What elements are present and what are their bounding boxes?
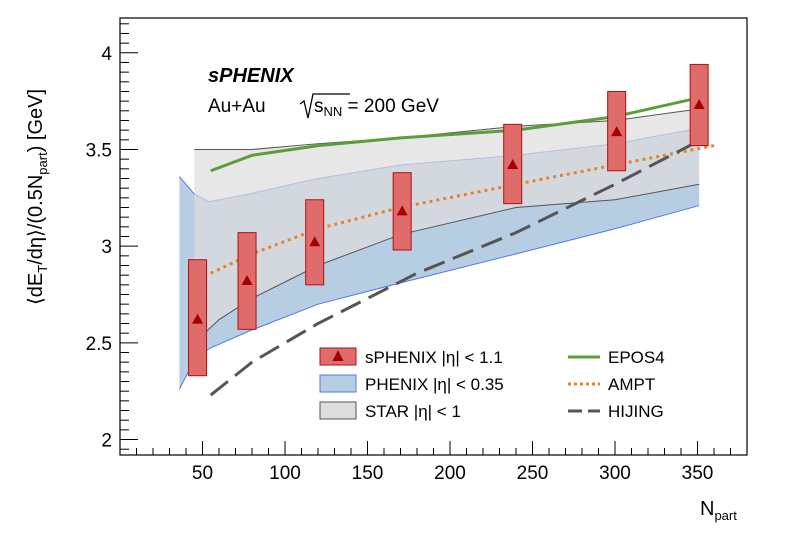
y-axis-title-part-0: ⟨dE bbox=[25, 273, 47, 305]
annotation-energy: sNN = 200 GeV bbox=[314, 96, 439, 119]
annotation-system: Au+Au sNN = 200 GeV bbox=[208, 93, 439, 119]
y-axis-title-part-2: /dη⟩/(0.5N bbox=[25, 175, 47, 265]
energy-sub: NN bbox=[324, 104, 343, 119]
legend-item-sphenix: sPHENIX |η| < 1.1 bbox=[319, 347, 503, 367]
x-axis-title-main: N bbox=[700, 498, 714, 520]
x-tick-label: 100 bbox=[269, 463, 301, 484]
legend-label-sphenix: sPHENIX |η| < 1.1 bbox=[365, 348, 503, 367]
sqrt-symbol bbox=[299, 93, 350, 119]
y-tick-label: 4 bbox=[101, 44, 112, 65]
legend-item-epos4: EPOS4 bbox=[568, 348, 665, 367]
x-tick-label: 350 bbox=[682, 463, 714, 484]
data-points-layer bbox=[188, 63, 709, 377]
sphenix-point-5 bbox=[611, 126, 623, 137]
x-axis-title-sub: part bbox=[714, 508, 737, 523]
x-tick-label: 50 bbox=[192, 463, 213, 484]
legend-label-ampt: AMPT bbox=[608, 375, 655, 394]
x-axis-title: Npart bbox=[700, 498, 737, 523]
legend-item-phenix: PHENIX |η| < 0.35 bbox=[319, 374, 504, 394]
legend-label-hijing: HIJING bbox=[608, 402, 664, 421]
legend-label-star: STAR |η| < 1 bbox=[365, 402, 461, 421]
y-axis-title-part-4: ) [GeV] bbox=[25, 89, 47, 152]
y-axis-title-part-1: T bbox=[35, 265, 50, 273]
sphenix-point-0 bbox=[192, 313, 204, 324]
legend-swatch-star bbox=[319, 401, 357, 420]
annotation-title: sPHENIX bbox=[208, 65, 295, 87]
legend-swatch-phenix bbox=[319, 374, 357, 393]
sphenix-point-1 bbox=[241, 274, 253, 285]
y-tick-label: 3.5 bbox=[86, 140, 112, 161]
axes-layer: 50 100 150 200 250 300 350 2 2.5 3 3.5 4 bbox=[86, 23, 731, 484]
energy-prefix: s bbox=[314, 96, 324, 117]
y-tick-label: 2.5 bbox=[86, 334, 112, 355]
legend: sPHENIX |η| < 1.1 PHENIX |η| < 0.35 STAR… bbox=[319, 347, 665, 421]
sphenix-point-3 bbox=[396, 205, 408, 216]
sphenix-point-2 bbox=[309, 236, 321, 247]
legend-marker-sphenix bbox=[332, 350, 344, 361]
legend-item-hijing: HIJING bbox=[568, 402, 664, 421]
legend-label-epos4: EPOS4 bbox=[608, 348, 665, 367]
y-tick-label: 2 bbox=[101, 431, 112, 452]
x-tick-label: 300 bbox=[599, 463, 631, 484]
band-star-lower-edge bbox=[193, 183, 700, 344]
sphenix-point-4 bbox=[507, 158, 519, 169]
annotation-system-label: Au+Au bbox=[208, 96, 266, 117]
band-star bbox=[194, 108, 700, 343]
y-axis-title: ⟨dET/dη⟩/(0.5Npart) [GeV] bbox=[25, 89, 50, 305]
x-tick-label: 150 bbox=[352, 463, 384, 484]
y-tick-label: 3 bbox=[101, 237, 112, 258]
x-tick-label: 200 bbox=[434, 463, 466, 484]
x-tick-label: 250 bbox=[517, 463, 549, 484]
y-axis-title-part-3: part bbox=[35, 152, 50, 175]
energy-suffix: = 200 GeV bbox=[342, 96, 439, 117]
line-hijing bbox=[209, 138, 702, 397]
legend-item-ampt: AMPT bbox=[568, 375, 655, 394]
sphenix-point-6 bbox=[693, 99, 705, 110]
legend-label-phenix: PHENIX |η| < 0.35 bbox=[365, 375, 504, 394]
legend-item-star: STAR |η| < 1 bbox=[319, 401, 461, 421]
